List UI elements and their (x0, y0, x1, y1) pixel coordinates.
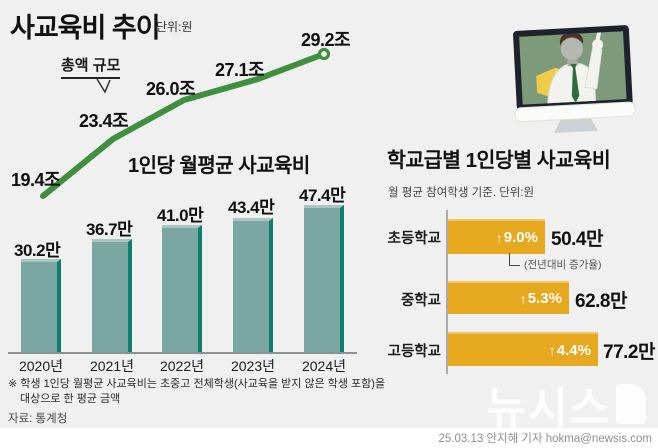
trend-line (40, 51, 327, 199)
row-value-elementary: 50.4만 (551, 229, 603, 250)
row-bar-high: ↑ 4.4% (448, 332, 598, 366)
yoy-note: (전년대비 증가율) (524, 259, 602, 271)
bar-value-2022: 41.0만 (157, 206, 204, 225)
x-axis-line (8, 352, 357, 354)
bar-value-2024: 47.4만 (299, 186, 346, 205)
change-pct-middle: 5.3% (527, 290, 562, 307)
watermark-text: 뉴시스 (486, 384, 611, 433)
line-value-2024: 29.2조 (301, 30, 351, 50)
line-value-2021: 23.4조 (79, 111, 129, 131)
row-bar-elementary: ↑ 9.0% (448, 219, 545, 254)
page-title: 사교육비 추이 (10, 13, 161, 43)
series-label: 총액 규모 (61, 54, 121, 79)
row-label-elementary: 초등학교 (387, 231, 441, 247)
line-value-2020: 19.4조 (11, 170, 61, 190)
bar-2024 (304, 205, 344, 352)
right-chart-axis-line (446, 210, 448, 374)
bar-2022 (162, 225, 202, 352)
footnote-line1: ※ 학생 1인당 월평균 사교육비는 초중고 전체학생(사교육을 받지 않은 학… (8, 378, 386, 390)
note-connector-line (509, 253, 520, 266)
year-label-2024: 2024년 (301, 358, 347, 374)
change-pct-high: 4.4% (556, 341, 591, 359)
newsis-logo-mark (616, 384, 647, 424)
last-point-marker (317, 47, 331, 61)
year-label-2022: 2022년 (159, 358, 205, 374)
credit-strip: 25.03.13 안지혜 기자 hokma@newsis.com (0, 428, 658, 448)
up-arrow-icon: ↑ (548, 342, 556, 358)
source-label: 자료: 통계청 (8, 413, 68, 425)
up-arrow-icon: ↑ (519, 290, 527, 307)
unit-label: 단위:원 (156, 20, 193, 34)
line-value-2022: 26.0조 (146, 79, 196, 99)
row-value-high: 77.2만 (603, 342, 655, 363)
year-label-2020: 2020년 (18, 358, 64, 374)
row-bar-middle: ↑ 5.3% (448, 281, 569, 314)
bar-2023 (233, 218, 273, 352)
left-chart-title: 1인당 월평균 사교육비 (128, 155, 310, 177)
right-chart-subtitle: 월 평균 참여학생 기준. 단위:원 (388, 187, 535, 199)
monitor-stand (554, 118, 599, 134)
line-value-2023: 27.1조 (215, 60, 265, 80)
bar-value-2023: 43.4만 (228, 198, 275, 217)
teacher-figure (536, 31, 604, 105)
row-label-high: 고등학교 (387, 344, 441, 360)
footnote-line2: 대상으로 한 평균 금액 (20, 393, 121, 406)
year-label-2023: 2023년 (230, 358, 276, 374)
byline-credit: 25.03.13 안지혜 기자 hokma@newsis.com (438, 433, 652, 445)
bar-2021 (92, 239, 132, 352)
change-pct-elementary: 9.0% (503, 229, 538, 246)
callout-tail (96, 78, 111, 94)
bar-value-2021: 36.7만 (86, 220, 133, 239)
right-chart-title: 학교급별 1인당별 사교육비 (387, 149, 611, 172)
footnote: ※ 학생 1인당 월평균 사교육비는 초중고 전체학생(사교육을 받지 않은 학… (8, 377, 385, 408)
up-arrow-icon: ↑ (495, 229, 503, 246)
teacher-monitor-illustration (513, 25, 636, 134)
row-label-middle: 중학교 (400, 293, 441, 309)
monitor-chin (514, 101, 636, 123)
year-label-2021: 2021년 (89, 358, 135, 374)
newsis-watermark: 뉴시스 (486, 372, 647, 436)
bar-2020 (21, 259, 61, 352)
bar-value-2020: 30.2만 (14, 241, 61, 260)
row-value-middle: 62.8만 (575, 291, 627, 312)
